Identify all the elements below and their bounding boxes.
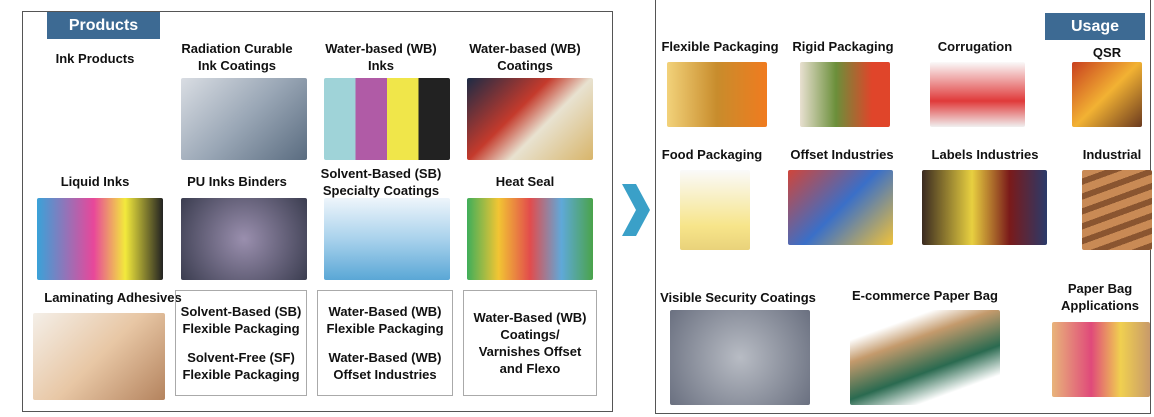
usage-image: [800, 62, 890, 127]
product-label: Liquid Inks: [15, 173, 175, 190]
usage-image: [922, 170, 1047, 245]
product-image: [467, 78, 593, 160]
usage-label: Industrial: [1032, 146, 1154, 163]
product-text: Water-Based (WB) Coatings/ Varnishes Off…: [468, 309, 592, 377]
product-label: Radiation Curable Ink Coatings: [172, 40, 302, 74]
product-label: Ink Products: [15, 50, 175, 67]
product-label: Solvent-Based (SB) Specialty Coatings: [316, 165, 446, 199]
product-label: Water-based (WB) Coatings: [460, 40, 590, 74]
usage-tab: Usage: [1045, 13, 1145, 40]
product-label: Water-based (WB) Inks: [316, 40, 446, 74]
usage-label: E-commerce Paper Bag: [845, 287, 1005, 304]
usage-image: [667, 62, 767, 127]
product-text: Solvent-Free (SF) Flexible Packaging: [180, 349, 302, 383]
usage-image: [1052, 322, 1150, 397]
usage-label: Paper Bag Applications: [1050, 280, 1150, 314]
product-text-box: Water-Based (WB) Coatings/ Varnishes Off…: [463, 290, 597, 396]
products-tab: Products: [47, 12, 160, 39]
arrow: [616, 180, 656, 240]
product-image: [37, 198, 163, 280]
product-image: [37, 78, 163, 160]
product-label: Laminating Adhesives: [33, 289, 193, 306]
product-image: [181, 78, 307, 160]
usage-label: Visible Security Coatings: [658, 289, 818, 306]
product-text-box: Solvent-Based (SB) Flexible Packaging Sol…: [175, 290, 307, 396]
usage-image: [788, 170, 893, 245]
usage-image: [1072, 62, 1142, 127]
product-image: [467, 198, 593, 280]
page: Products Usage Ink ProductsRadiation Cur…: [0, 0, 1154, 417]
product-text-box: Water-Based (WB) Flexible Packaging Water…: [317, 290, 453, 396]
usage-image: [1082, 170, 1152, 250]
usage-image: [680, 170, 750, 250]
usage-label: Offset Industries: [762, 146, 922, 163]
product-image: [181, 198, 307, 280]
product-image: [324, 78, 450, 160]
usage-image: [930, 62, 1025, 127]
product-label: PU Inks Binders: [157, 173, 317, 190]
usage-image: [850, 310, 1000, 405]
product-text: Water-Based (WB) Flexible Packaging: [322, 303, 448, 337]
product-text: Solvent-Based (SB) Flexible Packaging: [180, 303, 302, 337]
product-label: Heat Seal: [445, 173, 605, 190]
usage-label: QSR: [1027, 44, 1154, 61]
usage-image: [670, 310, 810, 405]
product-image: [324, 198, 450, 280]
product-image: [33, 313, 165, 400]
product-text: Water-Based (WB) Offset Industries: [322, 349, 448, 383]
